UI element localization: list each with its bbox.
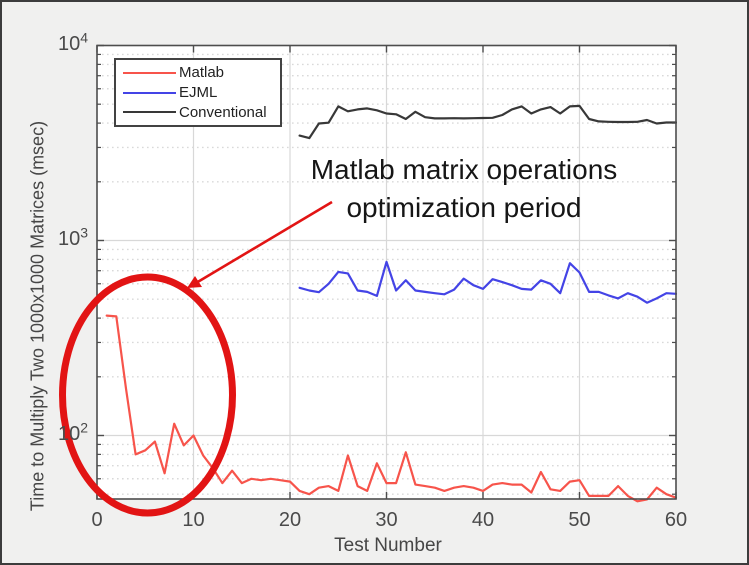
annotation-ellipse <box>59 273 236 517</box>
x-tick-label-50: 50 <box>568 509 591 531</box>
legend-label-conventional: Conventional <box>179 103 267 121</box>
legend-item-ejml: EJML <box>116 83 280 103</box>
legend-label-ejml: EJML <box>179 84 218 101</box>
y-tick-label-1e2: 102 <box>57 419 88 445</box>
legend-line-sample-conventional <box>123 111 176 114</box>
axis-ticks <box>96 44 677 499</box>
legend-item-conventional: Conventional <box>116 102 280 122</box>
x-tick-label-20: 20 <box>278 509 302 531</box>
x-tick-label-40: 40 <box>471 509 495 531</box>
annotation-text-line1: Matlab matrix operations <box>310 154 618 185</box>
y-tick-label-1e4: 104 <box>57 29 88 55</box>
legend-line-sample-ejml <box>123 91 176 94</box>
series-lines <box>105 104 677 503</box>
x-tick-label-0: 0 <box>91 509 103 531</box>
legend-label-matlab: Matlab <box>179 64 225 82</box>
y-axis-label: Time to Multiply Two 1000x1000 Matrices … <box>27 120 48 512</box>
annotation-arrow <box>187 200 333 288</box>
annotation-text-line2: optimization period <box>346 192 582 223</box>
legend-line-sample-matlab <box>123 71 176 74</box>
y-tick-label-1e3: 103 <box>57 224 88 250</box>
x-axis-label: Test Number <box>334 535 442 556</box>
legend-item-matlab: Matlab <box>116 63 280 83</box>
x-tick-label-30: 30 <box>375 509 398 531</box>
x-tick-label-60: 60 <box>664 509 688 531</box>
annotation-text: Matlab matrix operations optimization pe… <box>284 151 644 227</box>
x-tick-label-10: 10 <box>182 509 205 531</box>
legend: Matlab EJML Conventional <box>114 58 282 127</box>
